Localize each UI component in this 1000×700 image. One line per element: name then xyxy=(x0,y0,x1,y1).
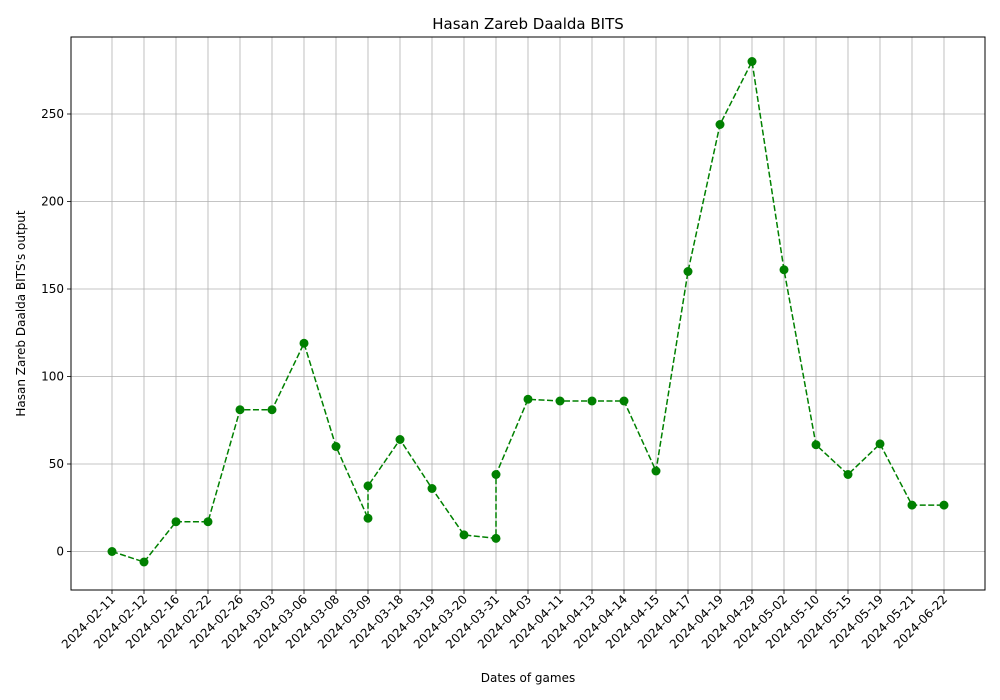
y-axis-label: Hasan Zareb Daalda BITS's output xyxy=(14,210,28,416)
chart-title: Hasan Zareb Daalda BITS xyxy=(432,15,624,33)
y-tick-label: 150 xyxy=(41,282,64,296)
data-point xyxy=(875,439,885,449)
data-point xyxy=(427,484,437,493)
data-point xyxy=(171,517,181,527)
y-tick-label: 100 xyxy=(41,370,64,384)
data-point xyxy=(459,530,469,540)
y-tick-label: 250 xyxy=(41,107,64,121)
data-point xyxy=(331,442,341,451)
data-point xyxy=(299,338,309,348)
data-point xyxy=(747,57,757,66)
data-point xyxy=(843,470,853,479)
data-point xyxy=(651,466,661,476)
grid-lines xyxy=(71,37,985,590)
x-axis-ticks: 2024-02-112024-02-122024-02-162024-02-22… xyxy=(59,590,950,651)
y-tick-label: 0 xyxy=(56,545,64,559)
data-point xyxy=(555,396,565,406)
data-point xyxy=(619,396,629,406)
series-points xyxy=(107,57,949,567)
data-point xyxy=(267,405,277,415)
data-point xyxy=(395,435,405,444)
data-point xyxy=(203,517,213,527)
x-axis-label: Dates of games xyxy=(481,671,575,685)
data-point xyxy=(939,500,949,510)
data-point xyxy=(491,533,501,543)
data-point xyxy=(715,120,725,129)
data-point xyxy=(107,547,117,556)
plot-frame xyxy=(70,36,986,591)
data-point xyxy=(139,557,149,567)
data-point xyxy=(363,481,373,491)
data-point xyxy=(683,267,693,276)
data-point xyxy=(811,440,821,450)
y-tick-label: 200 xyxy=(41,195,64,209)
data-point xyxy=(235,405,245,415)
data-point xyxy=(523,394,533,404)
y-tick-label: 50 xyxy=(49,457,64,471)
data-point xyxy=(907,500,917,510)
data-point xyxy=(587,396,597,406)
data-point xyxy=(779,265,789,275)
data-point xyxy=(491,470,501,479)
y-axis-ticks: 0 50 100 150 200 250 xyxy=(41,107,71,559)
data-point xyxy=(363,513,373,523)
